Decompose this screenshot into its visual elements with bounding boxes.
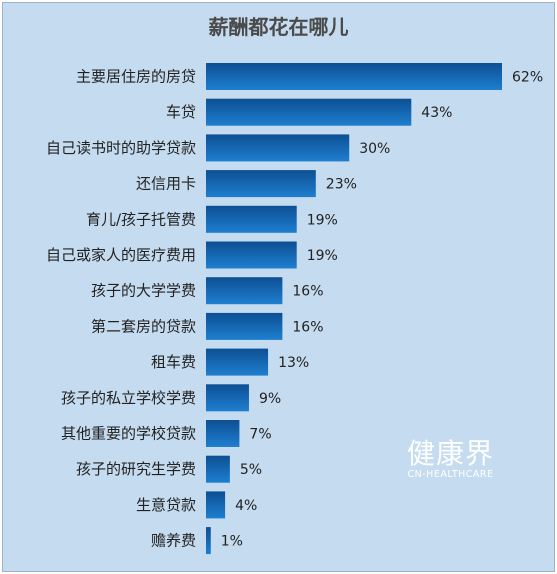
value-label: 43% xyxy=(421,105,452,121)
category-label: 租车费 xyxy=(151,353,196,371)
category-label: 车贷 xyxy=(166,103,196,121)
category-label: 其他重要的学校贷款 xyxy=(61,425,196,443)
value-label: 9% xyxy=(259,391,281,407)
category-label: 生意贷款 xyxy=(136,496,196,514)
value-label: 62% xyxy=(512,70,543,86)
category-label: 孩子的私立学校学费 xyxy=(61,389,196,407)
bar xyxy=(206,312,283,340)
bar xyxy=(206,348,269,376)
category-label: 育儿/孩子托管费 xyxy=(86,210,196,228)
value-label: 1% xyxy=(221,534,243,550)
value-label: 5% xyxy=(240,462,262,478)
category-label: 自己读书时的助学贷款 xyxy=(46,139,196,157)
category-label: 自己或家人的医疗费用 xyxy=(46,246,196,264)
bar xyxy=(206,98,412,126)
category-label: 还信用卡 xyxy=(136,175,196,193)
bar xyxy=(206,384,249,412)
bar xyxy=(206,205,297,233)
category-label: 赡养费 xyxy=(151,532,196,550)
chart-title: 薪酬都花在哪儿 xyxy=(208,15,349,39)
bar xyxy=(206,277,283,305)
category-label: 孩子的研究生学费 xyxy=(76,460,196,478)
bar xyxy=(206,420,240,447)
value-label: 4% xyxy=(235,498,257,514)
value-label: 7% xyxy=(249,427,271,443)
value-label: 30% xyxy=(359,141,390,157)
value-label: 23% xyxy=(326,177,357,193)
watermark-cn: 健康界 xyxy=(407,437,495,470)
value-label: 16% xyxy=(292,319,323,335)
value-label: 19% xyxy=(307,248,338,264)
bar xyxy=(206,241,297,269)
category-label: 孩子的大学学费 xyxy=(91,282,196,300)
value-label: 13% xyxy=(278,355,309,371)
bar xyxy=(206,527,211,555)
watermark-logo: 健康界 CN-HEALTHCARE xyxy=(407,439,494,481)
watermark-en: CN-HEALTHCARE xyxy=(407,469,494,480)
bar-chart: 主要居住房的房贷 62% 车贷 43% 自己读书时的助学贷款 30% 还信用卡 23% 育儿/孩… xyxy=(46,63,543,555)
value-label: 19% xyxy=(307,212,338,228)
value-label: 16% xyxy=(292,284,323,300)
bar xyxy=(206,134,350,162)
category-label: 主要居住房的房贷 xyxy=(76,68,196,86)
category-label: 第二套房的贷款 xyxy=(91,317,196,335)
bar xyxy=(206,63,502,90)
bar xyxy=(206,170,316,198)
bar xyxy=(206,491,226,519)
bar xyxy=(206,455,230,483)
